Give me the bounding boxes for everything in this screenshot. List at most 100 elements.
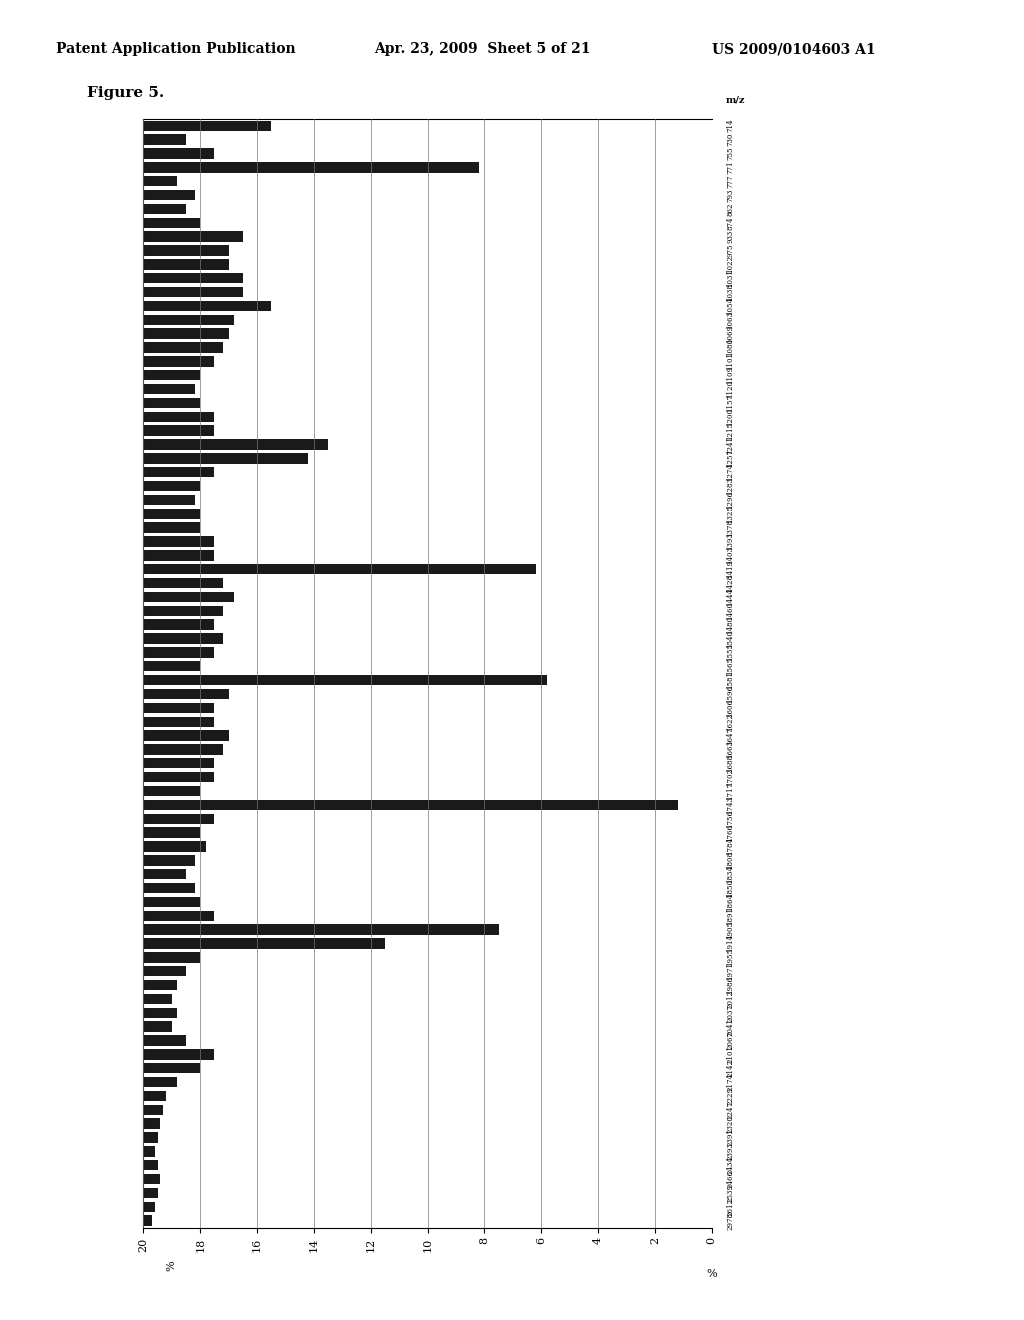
Text: 1905: 1905 — [726, 920, 734, 939]
Bar — [143, 675, 547, 685]
Bar — [143, 606, 223, 616]
Text: 933: 933 — [726, 230, 734, 243]
Text: 1647: 1647 — [726, 726, 734, 744]
Bar — [143, 1049, 214, 1060]
Text: 975: 975 — [726, 244, 734, 257]
Text: 2539: 2539 — [726, 1184, 734, 1203]
Text: 2012: 2012 — [726, 990, 734, 1008]
Bar — [143, 619, 214, 630]
Text: 771: 771 — [726, 161, 734, 174]
Text: 2612: 2612 — [726, 1197, 734, 1216]
Bar — [143, 855, 195, 866]
Bar — [143, 467, 214, 478]
Bar — [143, 162, 478, 173]
Text: 1606: 1606 — [726, 698, 734, 717]
Text: 1596: 1596 — [726, 685, 734, 704]
Text: 755: 755 — [726, 147, 734, 160]
Text: 1986: 1986 — [726, 975, 734, 994]
Text: 730: 730 — [726, 133, 734, 147]
Bar — [143, 564, 536, 574]
Text: 2320: 2320 — [726, 1114, 734, 1133]
Text: 2978: 2978 — [726, 1212, 734, 1230]
Bar — [143, 717, 214, 727]
Bar — [143, 384, 195, 395]
Text: 1834: 1834 — [726, 865, 734, 883]
Text: 1157: 1157 — [726, 393, 734, 412]
Bar — [143, 342, 223, 352]
Bar — [143, 495, 195, 506]
Text: 1393: 1393 — [726, 533, 734, 550]
Bar — [143, 1063, 201, 1073]
Text: 1419: 1419 — [726, 560, 734, 578]
Text: 2041: 2041 — [726, 1018, 734, 1036]
Bar — [143, 259, 228, 269]
Bar — [143, 246, 228, 256]
Text: 777: 777 — [726, 174, 734, 187]
Text: 793: 793 — [726, 189, 734, 202]
Text: 1403: 1403 — [726, 546, 734, 565]
Text: 1241: 1241 — [726, 436, 734, 454]
Text: 1031: 1031 — [726, 269, 734, 288]
Bar — [143, 883, 195, 894]
Bar — [143, 939, 385, 949]
Bar — [143, 744, 223, 755]
Bar — [143, 634, 223, 644]
Text: 1038: 1038 — [726, 282, 734, 301]
Text: 1540: 1540 — [726, 630, 734, 648]
Bar — [143, 523, 201, 533]
Text: 1808: 1808 — [726, 851, 734, 870]
Text: 1955: 1955 — [726, 948, 734, 966]
Text: 862: 862 — [726, 202, 734, 215]
Text: 2247: 2247 — [726, 1101, 734, 1119]
Text: 1200: 1200 — [726, 408, 734, 426]
Text: 1022: 1022 — [726, 255, 734, 273]
Bar — [143, 966, 186, 977]
Bar — [143, 148, 214, 158]
Text: 1460: 1460 — [726, 602, 734, 620]
Text: 2229: 2229 — [726, 1086, 734, 1105]
Text: 1215: 1215 — [726, 421, 734, 440]
Bar — [143, 135, 186, 145]
Bar — [143, 550, 214, 561]
Text: 1756: 1756 — [726, 809, 734, 828]
Text: 2393: 2393 — [726, 1143, 734, 1160]
Bar — [143, 218, 201, 228]
Text: 2391: 2391 — [726, 1129, 734, 1147]
Text: 1120: 1120 — [726, 380, 734, 399]
Bar — [143, 1146, 155, 1156]
Bar — [143, 758, 214, 768]
Text: 1444: 1444 — [726, 587, 734, 606]
Bar — [143, 1105, 163, 1115]
Text: 874: 874 — [726, 216, 734, 230]
Text: 1702: 1702 — [726, 768, 734, 787]
Text: Patent Application Publication: Patent Application Publication — [56, 42, 296, 57]
Bar — [143, 869, 186, 879]
Bar — [143, 508, 201, 519]
Bar — [143, 397, 201, 408]
Text: %: % — [167, 1261, 177, 1271]
Bar — [143, 578, 223, 589]
Text: 1283: 1283 — [726, 477, 734, 495]
Bar — [143, 1035, 186, 1045]
Bar — [143, 231, 243, 242]
Text: m/z: m/z — [726, 96, 745, 106]
Bar — [143, 203, 186, 214]
Text: 2466: 2466 — [726, 1170, 734, 1188]
Text: 1257: 1257 — [726, 449, 734, 467]
Text: 1428: 1428 — [726, 574, 734, 593]
Text: 1296: 1296 — [726, 491, 734, 510]
Text: 1891: 1891 — [726, 907, 734, 925]
Text: 1663: 1663 — [726, 741, 734, 759]
Bar — [143, 1090, 166, 1101]
Bar — [143, 647, 214, 657]
Bar — [143, 924, 499, 935]
Text: %: % — [707, 1270, 717, 1279]
Bar — [143, 1173, 161, 1184]
Bar — [143, 1216, 152, 1226]
Text: 1688: 1688 — [726, 754, 734, 772]
Bar — [143, 1118, 161, 1129]
Bar — [143, 453, 308, 463]
Bar — [143, 356, 214, 367]
Text: 1480: 1480 — [726, 615, 734, 634]
Text: 2142: 2142 — [726, 1059, 734, 1077]
